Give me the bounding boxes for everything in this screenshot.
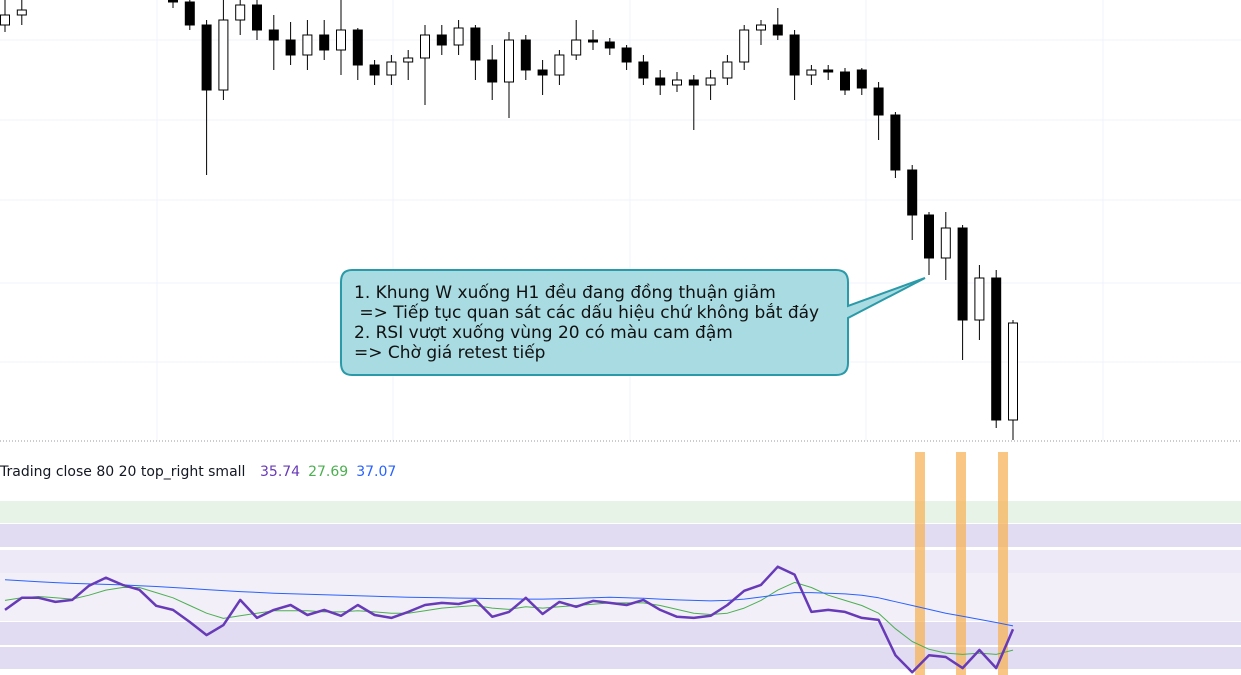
candle-body xyxy=(688,79,699,86)
candle-body xyxy=(436,34,447,46)
last-value: 35.74 xyxy=(260,464,300,480)
candle-body xyxy=(319,34,330,51)
candle-body xyxy=(957,227,968,321)
candle-body xyxy=(940,227,951,259)
candle-body xyxy=(386,61,397,76)
candle-body xyxy=(537,69,548,76)
candle-body xyxy=(184,1,195,26)
rsi-bands xyxy=(0,501,1241,669)
candle-body xyxy=(840,71,850,91)
candle-body xyxy=(470,27,481,61)
candle-body xyxy=(268,29,279,41)
candle-body xyxy=(369,64,380,76)
candle-body xyxy=(0,14,10,26)
candle-body xyxy=(554,54,565,76)
candle-body xyxy=(218,19,229,91)
highlights xyxy=(915,452,1008,675)
candle-body xyxy=(806,69,817,76)
rsi-line xyxy=(4,581,1014,655)
candle-body xyxy=(352,29,363,66)
candle-body xyxy=(739,29,750,63)
candle-body xyxy=(302,34,313,56)
note-line: 2. RSI vượt xuống vùng 20 có màu cam đậm xyxy=(354,322,733,343)
candle-body xyxy=(1008,322,1018,421)
candle-body xyxy=(823,69,834,73)
last-value: 37.07 xyxy=(356,464,396,480)
candle-body xyxy=(655,77,666,86)
last-values: 35.74 27.69 37.07 xyxy=(260,464,396,480)
indicator-legend: Trading close 80 20 top_right small xyxy=(0,464,245,480)
candle-body xyxy=(571,39,582,56)
candle-body xyxy=(756,24,766,31)
candle-body xyxy=(924,214,934,259)
candle-body xyxy=(420,34,430,59)
candle-body xyxy=(621,47,632,63)
candle-body xyxy=(285,39,296,56)
candle-body xyxy=(588,39,598,43)
note-line: => Chờ giá retest tiếp xyxy=(354,342,545,363)
candle-body xyxy=(705,77,716,86)
candle-body xyxy=(336,29,346,51)
candle-body xyxy=(252,4,262,31)
candle-body xyxy=(873,87,884,116)
candle-body xyxy=(907,169,918,216)
candle-body xyxy=(168,0,178,3)
candle-body xyxy=(16,9,27,16)
candle-body xyxy=(991,277,1002,421)
candle-body xyxy=(890,114,901,171)
rsi-line xyxy=(4,579,1014,627)
candle-body xyxy=(772,24,783,36)
candle-body xyxy=(403,57,414,63)
candle-body xyxy=(604,41,615,49)
candle-body xyxy=(520,39,531,71)
candles xyxy=(0,0,1018,440)
last-value: 27.69 xyxy=(308,464,348,480)
candle-body xyxy=(235,4,246,21)
candle-body xyxy=(722,61,733,79)
rsi-lines xyxy=(4,565,1015,674)
candle-body xyxy=(504,39,514,83)
note-line: => Tiếp tục quan sát các dấu hiệu chứ kh… xyxy=(354,302,819,323)
candle-body xyxy=(672,79,682,86)
candle-body xyxy=(974,277,985,321)
candle-body xyxy=(487,59,498,83)
candle-body xyxy=(856,69,867,89)
rsi-line xyxy=(4,565,1015,674)
candle-body xyxy=(453,27,464,46)
note-line: 1. Khung W xuống H1 đều đang đồng thuận … xyxy=(354,282,776,303)
candle-body xyxy=(638,61,649,79)
candle-body xyxy=(789,34,800,76)
candle-body xyxy=(201,24,212,91)
callout: 1. Khung W xuống H1 đều đang đồng thuận … xyxy=(340,269,926,376)
